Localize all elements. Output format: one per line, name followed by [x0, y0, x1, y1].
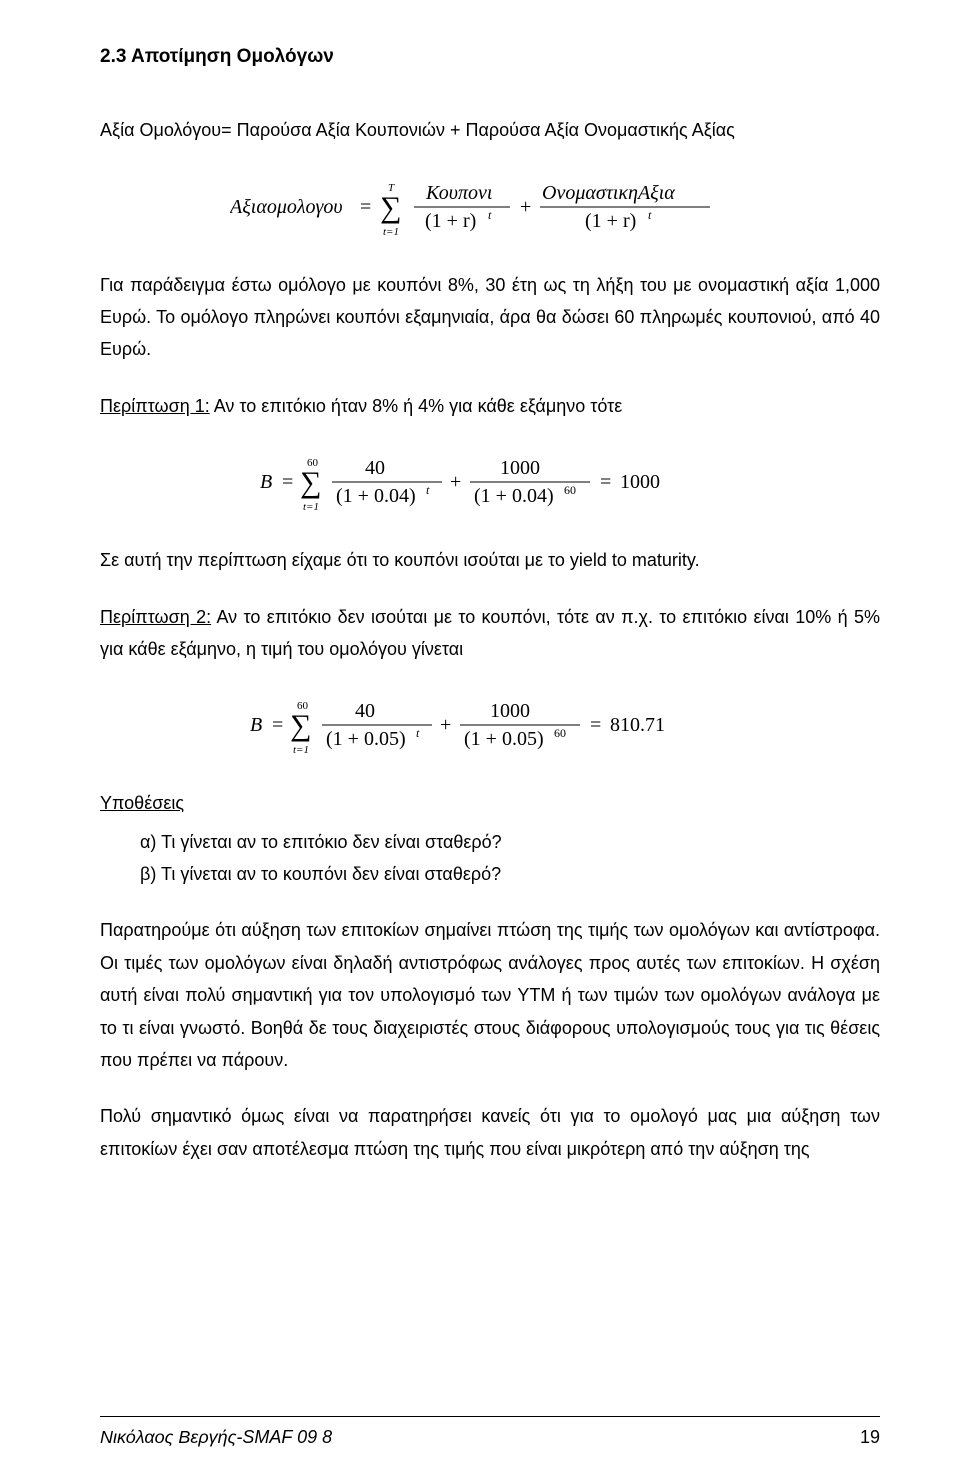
f3-f1-exp: t [416, 726, 420, 740]
f2-sum-upper: 60 [307, 457, 319, 469]
formula-bond-value: Αξιαομολογου = ∑ t=1 T Κουπονι (1 + r) t… [100, 171, 880, 241]
document-page: 2.3 Αποτίμηση Ομολόγων Αξία Ομολόγου= Πα… [0, 0, 960, 1481]
f3-f2-den: (1 + 0.05) [464, 728, 544, 750]
section-title: 2.3 Αποτίμηση Ομολόγων [100, 40, 880, 74]
f3-result: 810.71 [610, 714, 665, 736]
footer-page-number: 19 [860, 1421, 880, 1453]
f3-sum-lower: t=1 [293, 744, 309, 756]
f1-frac1-exp: t [488, 208, 492, 222]
case2-text: Αν το επιτόκιο δεν ισούται με το κουπόνι… [100, 607, 880, 659]
f3-f2-num: 1000 [490, 700, 530, 722]
f2-f1-exp: t [426, 483, 430, 497]
f3-plus: + [440, 714, 451, 736]
assumptions-list: α) Τι γίνεται αν το επιτόκιο δεν είναι σ… [140, 826, 880, 891]
intro-line: Αξία Ομολόγου= Παρούσα Αξία Κουπονιών + … [100, 114, 880, 146]
case1-text: Αν το επιτόκιο ήταν 8% ή 4% για κάθε εξά… [210, 396, 622, 416]
f2-f2-den: (1 + 0.04) [474, 485, 554, 507]
final-paragraph: Πολύ σημαντικό όμως είναι να παρατηρήσει… [100, 1100, 880, 1165]
f1-frac2-exp: t [648, 208, 652, 222]
f2-lhs: B [260, 471, 272, 493]
formula-case2: B = ∑ t=1 60 40 (1 + 0.05) t + 1000 (1 +… [100, 689, 880, 759]
observation-paragraph: Παρατηρούμε ότι αύξηση των επιτοκίων σημ… [100, 914, 880, 1076]
f3-f2-exp: 60 [554, 726, 566, 740]
f1-frac2-den: (1 + r) [585, 210, 636, 232]
f2-result: 1000 [620, 471, 660, 493]
case1-label: Περίπτωση 1: [100, 396, 210, 416]
f1-sum-lower: t=1 [383, 226, 399, 238]
f1-frac1-num: Κουπονι [425, 182, 492, 204]
f1-plus: + [520, 196, 531, 218]
case2-paragraph: Περίπτωση 2: Αν το επιτόκιο δεν ισούται … [100, 601, 880, 666]
f3-lhs: B [250, 714, 262, 736]
f2-plus: + [450, 471, 461, 493]
f1-frac1-den: (1 + r) [425, 210, 476, 232]
f1-frac2-num: ΟνομαστικηΑξια [542, 182, 675, 204]
f2-sigma: ∑ [300, 466, 321, 499]
f3-result-eq: = [590, 714, 601, 736]
assumptions-title: Υποθέσεις [100, 787, 880, 819]
example-paragraph: Για παράδειγμα έστω ομόλογο με κουπόνι 8… [100, 269, 880, 366]
assumption-b: β) Τι γίνεται αν το κουπόνι δεν είναι στ… [140, 858, 880, 890]
f2-f1-num: 40 [365, 457, 385, 479]
case1-paragraph: Περίπτωση 1: Αν το επιτόκιο ήταν 8% ή 4%… [100, 390, 880, 422]
f3-sum-upper: 60 [297, 700, 309, 712]
f3-sigma: ∑ [290, 709, 311, 742]
f2-f2-exp: 60 [564, 483, 576, 497]
f1-lhs: Αξιαομολογου [230, 196, 343, 218]
case1-tail: Σε αυτή την περίπτωση είχαμε ότι το κουπ… [100, 544, 880, 576]
f2-f2-num: 1000 [500, 457, 540, 479]
f2-eq: = [282, 471, 293, 493]
f3-f1-den: (1 + 0.05) [326, 728, 406, 750]
f1-sigma: ∑ [380, 191, 401, 224]
f2-f1-den: (1 + 0.04) [336, 485, 416, 507]
f3-f1-num: 40 [355, 700, 375, 722]
f1-sum-upper: T [388, 182, 395, 194]
assumption-a: α) Τι γίνεται αν το επιτόκιο δεν είναι σ… [140, 826, 880, 858]
f2-result-eq: = [600, 471, 611, 493]
footer-author: Νικόλαος Βεργής-SMAF 09 8 [100, 1421, 332, 1453]
f3-eq: = [272, 714, 283, 736]
case2-label: Περίπτωση 2: [100, 607, 211, 627]
page-footer: Νικόλαος Βεργής-SMAF 09 8 19 [100, 1416, 880, 1453]
f2-sum-lower: t=1 [303, 501, 319, 513]
f1-eq: = [360, 196, 371, 218]
formula-case1: B = ∑ t=1 60 40 (1 + 0.04) t + 1000 (1 +… [100, 446, 880, 516]
